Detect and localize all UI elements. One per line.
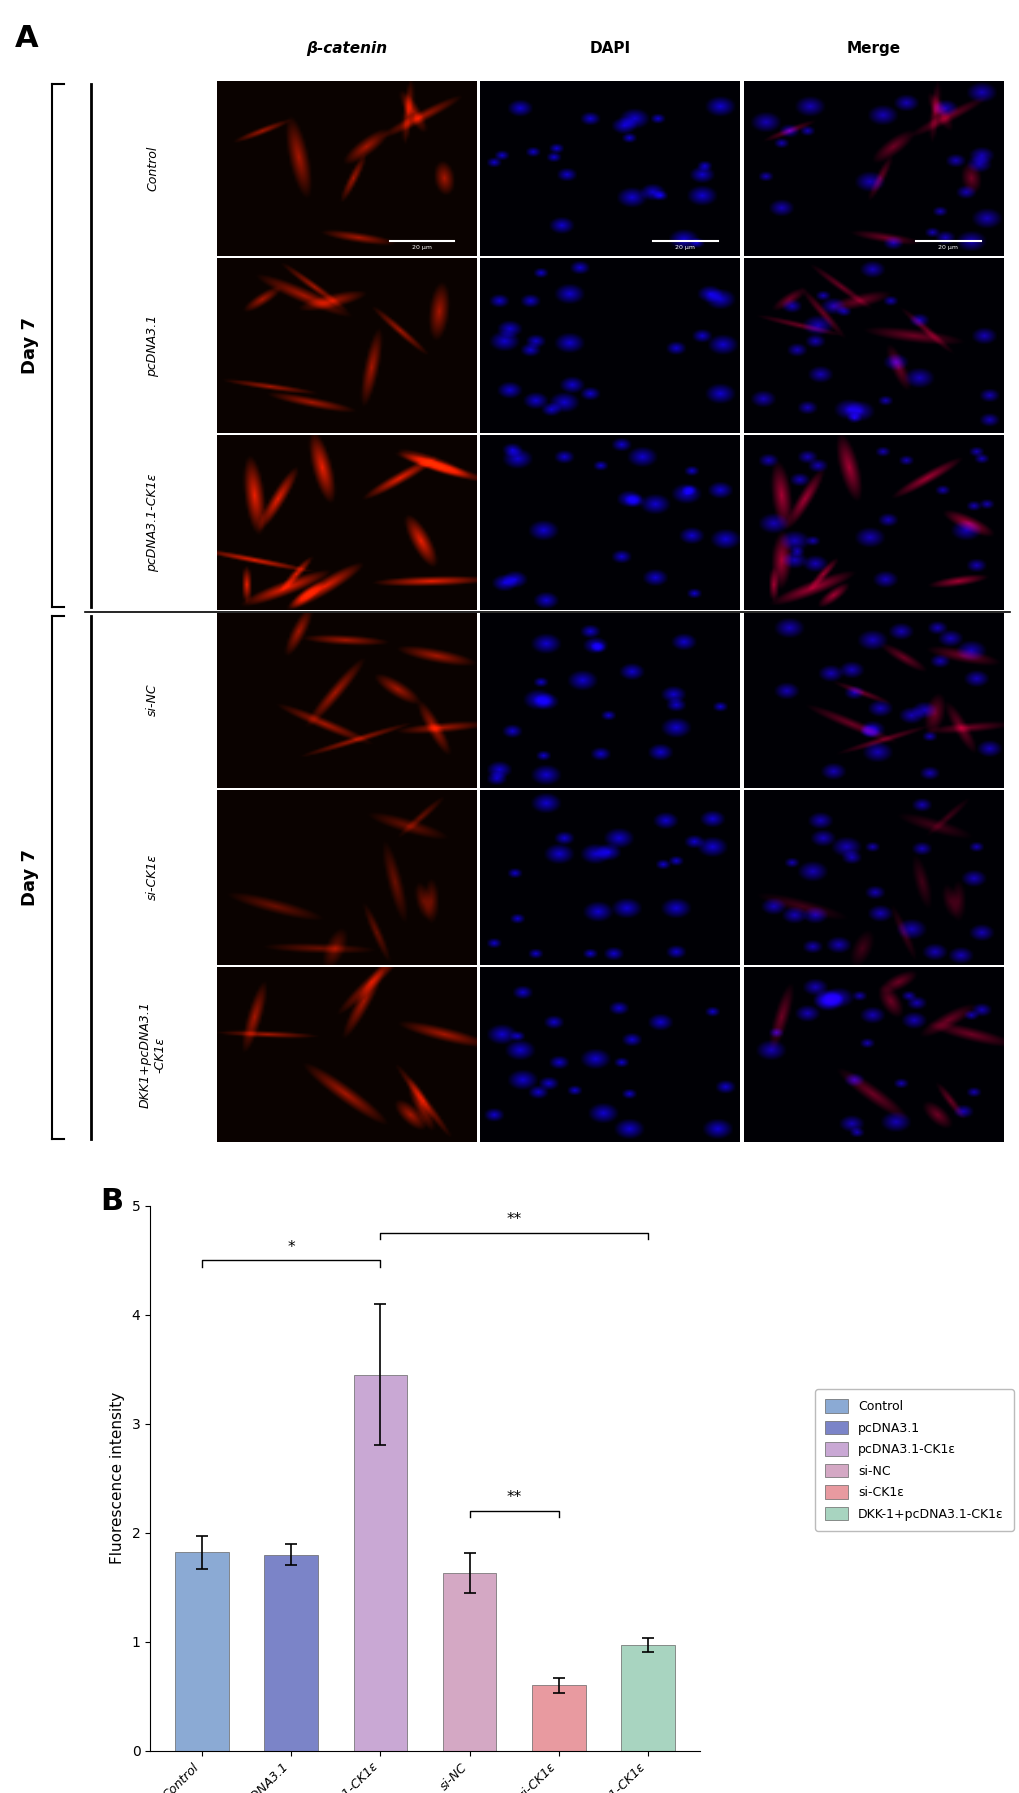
Text: si-NC: si-NC [146,683,159,717]
Text: Day 7: Day 7 [21,848,39,905]
Legend: Control, pcDNA3.1, pcDNA3.1-CK1ε, si-NC, si-CK1ε, DKK-1+pcDNA3.1-CK1ε: Control, pcDNA3.1, pcDNA3.1-CK1ε, si-NC,… [814,1390,1013,1531]
Text: Day 7: Day 7 [21,317,39,375]
Text: A: A [15,23,39,52]
Text: β-catenin: β-catenin [306,41,387,56]
Text: pcDNA3.1: pcDNA3.1 [146,314,159,377]
Text: Control: Control [146,145,159,192]
Text: pcDNA3.1-CK1ε: pcDNA3.1-CK1ε [146,473,159,572]
Text: DAPI: DAPI [589,41,630,56]
Text: Merge: Merge [846,41,900,56]
Text: si-CK1ε: si-CK1ε [146,853,159,900]
Text: B: B [100,1187,123,1216]
Text: DKK1+pcDNA3.1
-CK1ε: DKK1+pcDNA3.1 -CK1ε [139,1000,166,1108]
